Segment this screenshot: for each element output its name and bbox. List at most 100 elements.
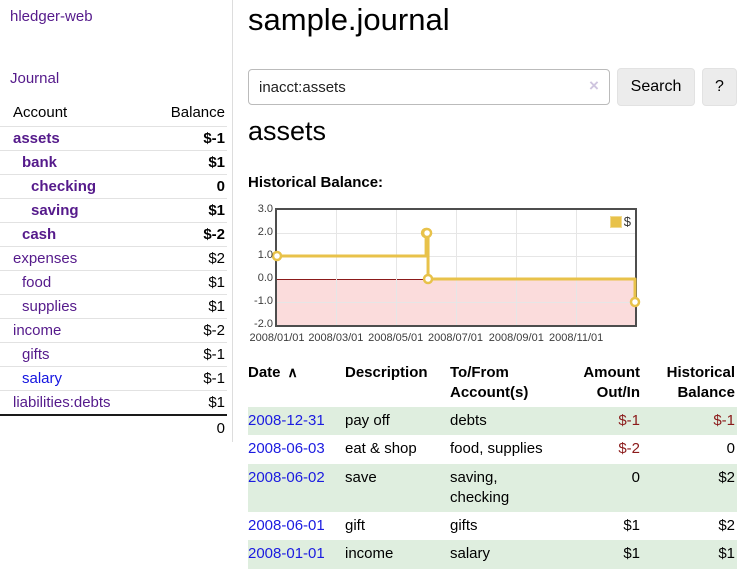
account-balance: $-1 [150, 366, 227, 391]
account-balance: $1 [150, 150, 227, 175]
y-axis-tick-label: 3.0 [257, 203, 273, 215]
sidebar: hledger-web Journal Account Balance asse… [0, 0, 233, 442]
vertical-gridline [576, 210, 578, 325]
sort-ascending-icon: ∧ [287, 364, 298, 380]
chart-title: Historical Balance: [248, 174, 384, 191]
y-axis-tick-label: 0.0 [257, 272, 273, 284]
transaction-balance: $2 [718, 468, 735, 486]
account-row: liabilities:debts $1 [0, 390, 227, 415]
transaction-description: save [345, 468, 377, 486]
chart-legend: $ [609, 214, 631, 229]
y-axis-tick-label: -2.0 [254, 318, 273, 330]
x-axis-tick-label: 2008/03/01 [308, 332, 364, 344]
account-link[interactable]: cash [22, 226, 57, 243]
transaction-date-link[interactable]: 2008-06-01 [248, 517, 325, 534]
help-button[interactable]: ? [702, 68, 737, 106]
transaction-description: pay off [345, 412, 390, 429]
account-link[interactable]: income [13, 322, 62, 339]
register-column-header-date[interactable]: Date ∧ [248, 364, 298, 381]
accounts-header-account: Account [13, 104, 68, 121]
transaction-accounts: saving, checking [450, 468, 510, 506]
y-axis-tick-label: 2.0 [257, 226, 273, 238]
account-link[interactable]: salary [22, 370, 63, 387]
register-row: 2008-06-02 save saving, checking 0 $2 [248, 463, 737, 512]
transaction-amount: $1 [623, 545, 640, 563]
account-link[interactable]: saving [31, 202, 79, 219]
transaction-amount: $-2 [618, 440, 640, 458]
x-axis-tick-label: 2008/09/01 [488, 332, 544, 344]
account-row: cash $-2 [0, 222, 227, 247]
balance-chart: $ 3.0 2.0 1.0 0.0 -1.0 -2.0 2008/01/01 2008/03/… [248, 200, 737, 350]
account-row: salary $-1 [0, 366, 227, 391]
legend-series-label: $ [623, 214, 631, 229]
account-balance: $-1 [150, 342, 227, 367]
register-row: 2008-06-03 eat & shop food, supplies $-2 0 [248, 435, 737, 463]
transaction-accounts: debts [450, 412, 487, 429]
account-balance: $1 [150, 390, 227, 415]
transaction-accounts: gifts [450, 517, 478, 534]
transaction-date-link[interactable]: 2008-12-31 [248, 412, 325, 429]
register-column-header-accounts: To/From Account(s) [450, 364, 529, 401]
register-header-row: Date ∧ Description To/From Account(s) Amount O… [248, 360, 737, 407]
transaction-date-link[interactable]: 2008-01-01 [248, 545, 325, 563]
register-column-header-balance: Historical Balance [666, 364, 735, 401]
data-point-marker [629, 296, 641, 308]
register-row: 2008-12-31 pay off debts $-1 $-1 [248, 407, 737, 436]
clear-search-icon[interactable]: × [589, 76, 599, 95]
transaction-date-link[interactable]: 2008-06-03 [248, 440, 325, 458]
x-axis-tick-label: 2008/07/01 [427, 332, 484, 344]
transaction-balance: $2 [718, 517, 735, 534]
account-balance: $1 [150, 270, 227, 295]
account-link[interactable]: liabilities:debts [13, 394, 111, 411]
account-link[interactable]: supplies [22, 298, 78, 315]
account-link[interactable]: assets [13, 130, 60, 147]
accounts-header-row: Account Balance [0, 100, 227, 127]
brand-link[interactable]: hledger-web [10, 8, 93, 25]
account-link[interactable]: gifts [22, 346, 50, 363]
x-axis-tick-label: 2008/05/01 [368, 332, 424, 344]
account-row: checking 0 [0, 174, 227, 199]
account-row: income $-2 [0, 318, 227, 343]
search-input[interactable] [248, 69, 610, 105]
vertical-gridline [335, 210, 337, 325]
account-row: food $1 [0, 270, 227, 295]
register-table: Date ∧ Description To/From Account(s) Amount O… [248, 360, 737, 569]
x-axis-tick-label: 2008/11/01 [549, 332, 604, 344]
register-row: 2008-01-01 income salary $1 $1 [248, 540, 737, 569]
accounts-total-row: 0 [0, 414, 227, 441]
transaction-balance: 0 [726, 440, 735, 458]
vertical-gridline [395, 210, 397, 325]
account-link[interactable]: expenses [13, 250, 78, 267]
transaction-balance: $1 [718, 545, 735, 563]
transaction-accounts: salary [450, 545, 491, 563]
account-balance: $1 [150, 198, 227, 223]
y-axis-tick-label: -1.0 [254, 295, 273, 307]
search-button[interactable]: Search [617, 68, 695, 106]
account-row: supplies $1 [0, 294, 227, 319]
account-link[interactable]: food [22, 274, 52, 291]
account-balance: $2 [150, 246, 227, 271]
account-row: gifts $-1 [0, 342, 227, 367]
balance-step-line [277, 231, 637, 302]
register-column-header-amount: Amount Out/In [583, 364, 640, 401]
register-row: 2008-06-01 gift gifts $1 $2 [248, 512, 737, 540]
vertical-gridline [455, 210, 457, 325]
accounts-total-value: 0 [150, 414, 227, 441]
account-row: expenses $2 [0, 246, 227, 271]
sidebar-item-journal[interactable]: Journal [10, 70, 60, 87]
account-balance: 0 [150, 174, 227, 199]
account-balance: $-2 [150, 318, 227, 343]
account-heading: assets [248, 116, 327, 146]
transaction-date-link[interactable]: 2008-06-02 [248, 468, 325, 486]
register-column-header-description: Description [345, 364, 428, 381]
account-balance: $-1 [150, 126, 227, 151]
transaction-accounts: food, supplies [450, 440, 543, 458]
data-point-marker [271, 250, 283, 262]
account-link[interactable]: bank [22, 154, 58, 171]
vertical-gridline [516, 210, 518, 325]
search-form: × Search ? [248, 68, 737, 106]
account-link[interactable]: checking [31, 178, 97, 195]
transaction-description: eat & shop [345, 440, 417, 458]
chart-plot-area: $ [271, 208, 641, 327]
